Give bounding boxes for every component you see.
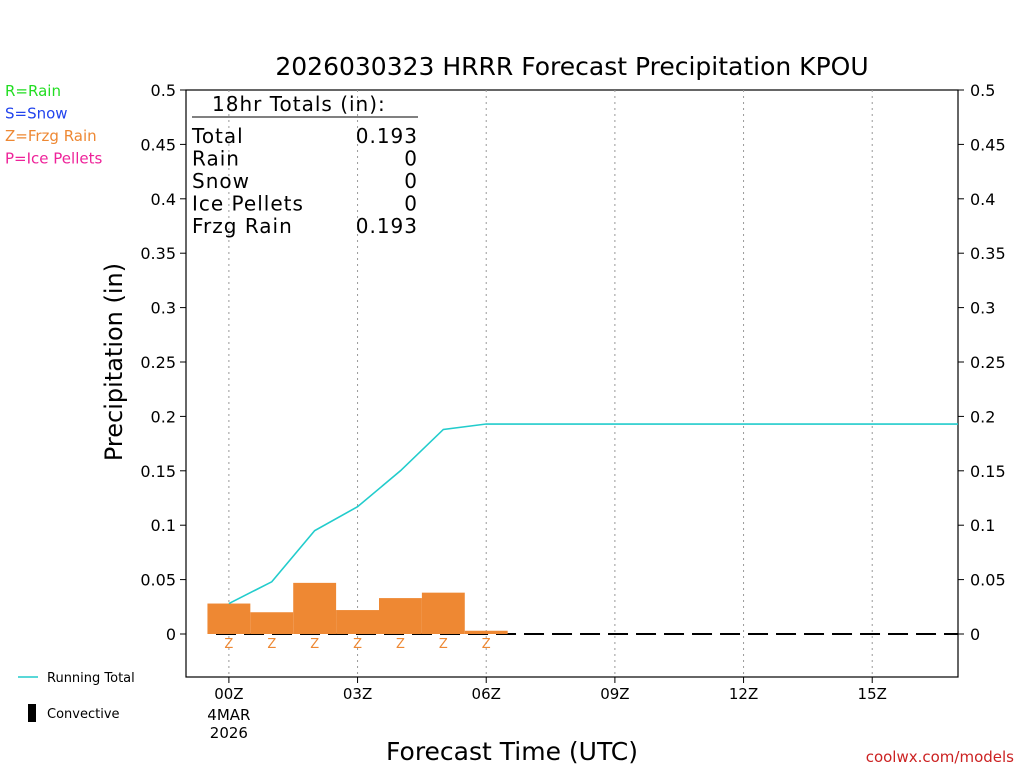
y-tick-label-left: 0.15 xyxy=(140,462,176,481)
x-tick-label: 00Z xyxy=(214,685,243,703)
x-axis-label: Forecast Time (UTC) xyxy=(386,737,638,766)
y-tick-label-left: 0.2 xyxy=(151,407,176,426)
precip-type-label: Z xyxy=(482,637,491,652)
x-tick-label: 09Z xyxy=(600,685,629,703)
y-tick-label-left: 0.25 xyxy=(140,353,176,372)
totals-row-value: 0 xyxy=(404,192,418,216)
legend-type-entry: S=Snow xyxy=(5,105,68,123)
x-tick-label: 06Z xyxy=(472,685,501,703)
y-tick-label-left: 0 xyxy=(166,625,176,644)
x-tick-label: 15Z xyxy=(858,685,887,703)
totals-row-value: 0.193 xyxy=(356,214,418,238)
y-tick-label-left: 0.05 xyxy=(140,571,176,590)
totals-heading: 18hr Totals (in): xyxy=(212,92,386,116)
legend-convective-swatch xyxy=(28,704,36,722)
y-axis-label: Precipitation (in) xyxy=(100,263,128,461)
precip-bar xyxy=(250,612,294,634)
legend-type-entry: P=Ice Pellets xyxy=(5,150,102,168)
x-date-label: 2026 xyxy=(210,724,248,742)
y-tick-label-right: 0.3 xyxy=(970,299,995,318)
precip-bar xyxy=(464,630,508,634)
x-tick-label: 12Z xyxy=(729,685,758,703)
x-tick-label: 03Z xyxy=(343,685,372,703)
y-tick-label-left: 0.35 xyxy=(140,244,176,263)
y-tick-label-left: 0.1 xyxy=(151,516,176,535)
precip-type-label: Z xyxy=(224,637,233,652)
y-tick-label-right: 0.15 xyxy=(970,462,1006,481)
y-tick-label-right: 0.2 xyxy=(970,407,995,426)
y-tick-label-right: 0.35 xyxy=(970,244,1006,263)
y-tick-label-right: 0.45 xyxy=(970,135,1006,154)
plot-frame xyxy=(185,89,959,678)
legend-convective-label: Convective xyxy=(47,707,120,722)
y-tick-label-right: 0.1 xyxy=(970,516,995,535)
y-tick-label-right: 0.05 xyxy=(970,571,1006,590)
chart-title: 2026030323 HRRR Forecast Precipitation K… xyxy=(275,52,868,81)
running-total-line xyxy=(228,423,958,605)
y-tick-label-left: 0.45 xyxy=(140,135,176,154)
precip-type-label: Z xyxy=(396,637,405,652)
precip-type-label: Z xyxy=(310,637,319,652)
totals-row-value: 0.193 xyxy=(356,124,418,148)
totals-row-label: Snow xyxy=(192,169,250,193)
totals-row-label: Frzg Rain xyxy=(192,214,293,238)
precip-type-label: Z xyxy=(267,637,276,652)
totals-row-label: Total xyxy=(191,124,244,148)
precip-bar xyxy=(336,610,379,634)
y-tick-label-left: 0.5 xyxy=(151,81,176,100)
y-tick-label-left: 0.3 xyxy=(151,299,176,318)
totals-row-value: 0 xyxy=(404,147,418,171)
totals-row-label: Ice Pellets xyxy=(192,192,304,216)
precip-bar xyxy=(379,598,422,634)
precip-type-label: Z xyxy=(353,637,362,652)
precip-bar xyxy=(293,582,337,634)
y-tick-label-left: 0.4 xyxy=(151,190,176,209)
y-tick-label-right: 0.4 xyxy=(970,190,995,209)
legend-type-entry: Z=Frzg Rain xyxy=(5,127,97,145)
legend-running-total-label: Running Total xyxy=(47,671,135,686)
x-date-label: 4MAR xyxy=(207,706,250,724)
y-tick-label-right: 0 xyxy=(970,625,980,644)
legend-type-entry: R=Rain xyxy=(5,82,61,100)
precip-bar xyxy=(421,592,465,634)
credit-text: coolwx.com/models xyxy=(866,748,1014,766)
precip-type-label: Z xyxy=(439,637,448,652)
totals-row-label: Rain xyxy=(192,147,240,171)
totals-row-value: 0 xyxy=(404,169,418,193)
y-tick-label-right: 0.5 xyxy=(970,81,995,100)
precip-bar xyxy=(207,603,251,634)
y-tick-label-right: 0.25 xyxy=(970,353,1006,372)
